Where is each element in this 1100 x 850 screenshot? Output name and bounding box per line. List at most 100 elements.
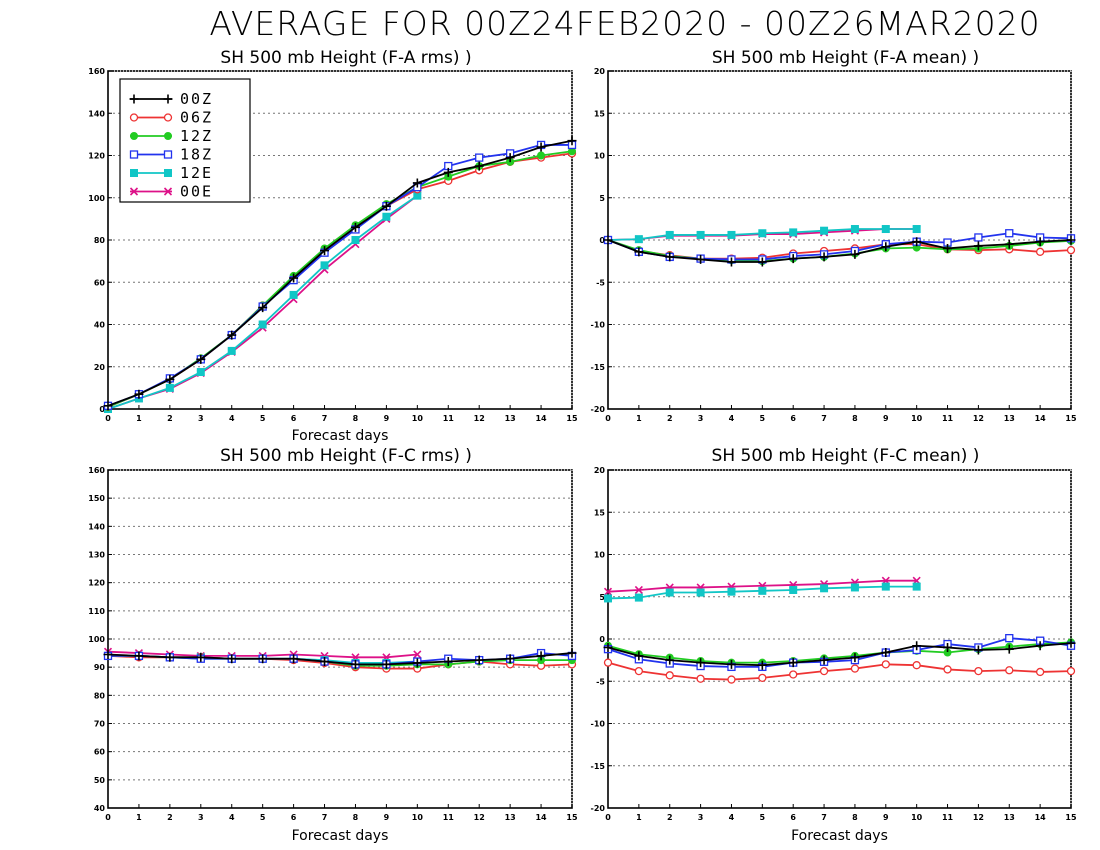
data-point xyxy=(196,368,205,377)
series-18Z xyxy=(603,634,1076,672)
data-point xyxy=(505,153,515,163)
data-point xyxy=(758,586,767,595)
legend-item-18Z: 18Z xyxy=(129,146,213,164)
x-tick-label: 3 xyxy=(698,813,704,822)
y-tick-label: -10 xyxy=(591,720,606,729)
series-12E xyxy=(604,582,921,603)
legend-label: 12E xyxy=(180,164,213,182)
x-tick-label: 6 xyxy=(291,414,297,423)
data-point xyxy=(443,657,453,667)
data-point xyxy=(1035,237,1045,247)
data-point xyxy=(634,651,644,661)
x-tick-label: 15 xyxy=(1065,414,1077,423)
legend-item-06Z: 06Z xyxy=(129,109,211,127)
x-tick-label: 15 xyxy=(566,414,578,423)
y-tick-label: 70 xyxy=(94,720,106,729)
x-tick-label: 12 xyxy=(474,414,485,423)
data-point xyxy=(881,582,890,591)
legend-item-12E: 12E xyxy=(130,164,213,182)
data-point xyxy=(413,650,422,659)
data-point xyxy=(726,257,736,267)
legend-marker xyxy=(130,132,138,140)
data-point xyxy=(757,257,767,267)
data-point xyxy=(912,225,921,234)
data-point xyxy=(696,674,705,683)
data-point xyxy=(567,648,577,658)
data-point xyxy=(974,233,983,242)
x-axis-label: Forecast days xyxy=(292,428,389,444)
x-tick-label: 10 xyxy=(911,813,923,822)
y-tick-label: 80 xyxy=(94,236,106,245)
data-point xyxy=(973,241,983,251)
x-tick-label: 11 xyxy=(942,414,954,423)
x-tick-label: 7 xyxy=(322,414,328,423)
y-tick-label: -20 xyxy=(591,804,606,813)
x-tick-label: 9 xyxy=(883,414,889,423)
x-tick-label: 1 xyxy=(636,813,642,822)
series-12E xyxy=(604,225,921,244)
x-tick-label: 15 xyxy=(566,813,578,822)
x-tick-label: 1 xyxy=(636,414,642,423)
y-tick-label: -15 xyxy=(591,762,606,771)
x-tick-label: 8 xyxy=(353,414,359,423)
x-tick-label: 5 xyxy=(260,414,266,423)
data-point xyxy=(474,655,484,665)
y-tick-label: 160 xyxy=(88,466,105,475)
data-point xyxy=(537,151,546,160)
data-point xyxy=(227,346,236,355)
x-tick-label: 10 xyxy=(412,414,424,423)
data-point xyxy=(634,585,643,595)
data-point xyxy=(196,354,206,364)
y-tick-label: 60 xyxy=(94,748,106,757)
data-point xyxy=(320,246,330,256)
y-tick-label: 20 xyxy=(594,67,606,76)
legend-marker xyxy=(163,113,173,122)
data-point xyxy=(603,642,613,652)
x-tick-label: 4 xyxy=(229,813,235,822)
data-point xyxy=(258,654,268,664)
y-tick-label: 20 xyxy=(594,466,606,475)
x-tick-label: 4 xyxy=(229,414,235,423)
x-tick-label: 2 xyxy=(167,813,173,822)
data-point xyxy=(820,584,829,593)
data-point xyxy=(757,660,767,670)
data-point xyxy=(665,655,675,665)
data-point xyxy=(788,658,798,668)
y-tick-label: 0 xyxy=(599,635,605,644)
series-12Z xyxy=(604,638,1075,667)
x-tick-label: 13 xyxy=(505,414,516,423)
x-tick-label: 10 xyxy=(911,414,923,423)
main-title: AVERAGE FOR 00Z24FEB2020 - 00Z26MAR2020 xyxy=(209,4,1041,43)
x-tick-label: 12 xyxy=(474,813,485,822)
y-tick-label: 90 xyxy=(94,663,106,672)
legend-item-00Z: 00Z xyxy=(129,90,211,108)
data-point xyxy=(634,247,644,257)
x-tick-label: 9 xyxy=(384,414,390,423)
y-tick-label: -15 xyxy=(591,363,606,372)
data-point xyxy=(165,374,175,384)
data-point xyxy=(850,225,859,234)
data-point xyxy=(912,582,921,591)
x-tick-label: 5 xyxy=(760,813,766,822)
panel-title: SH 500 mb Height (F-C mean) ) xyxy=(712,446,980,466)
x-tick-label: 3 xyxy=(198,813,204,822)
data-point xyxy=(258,320,267,329)
data-point xyxy=(474,161,484,171)
x-tick-label: 6 xyxy=(790,414,796,423)
x-tick-label: 4 xyxy=(729,813,735,822)
data-point xyxy=(320,261,329,270)
x-tick-label: 11 xyxy=(443,813,455,822)
x-axis-label: Forecast days xyxy=(791,828,888,844)
x-tick-label: 3 xyxy=(198,414,204,423)
data-point xyxy=(443,167,453,177)
x-tick-label: 15 xyxy=(1065,813,1077,822)
legend-label: 00E xyxy=(180,183,213,201)
data-point xyxy=(1066,666,1076,676)
legend-label: 18Z xyxy=(180,146,213,164)
data-point xyxy=(881,648,891,658)
